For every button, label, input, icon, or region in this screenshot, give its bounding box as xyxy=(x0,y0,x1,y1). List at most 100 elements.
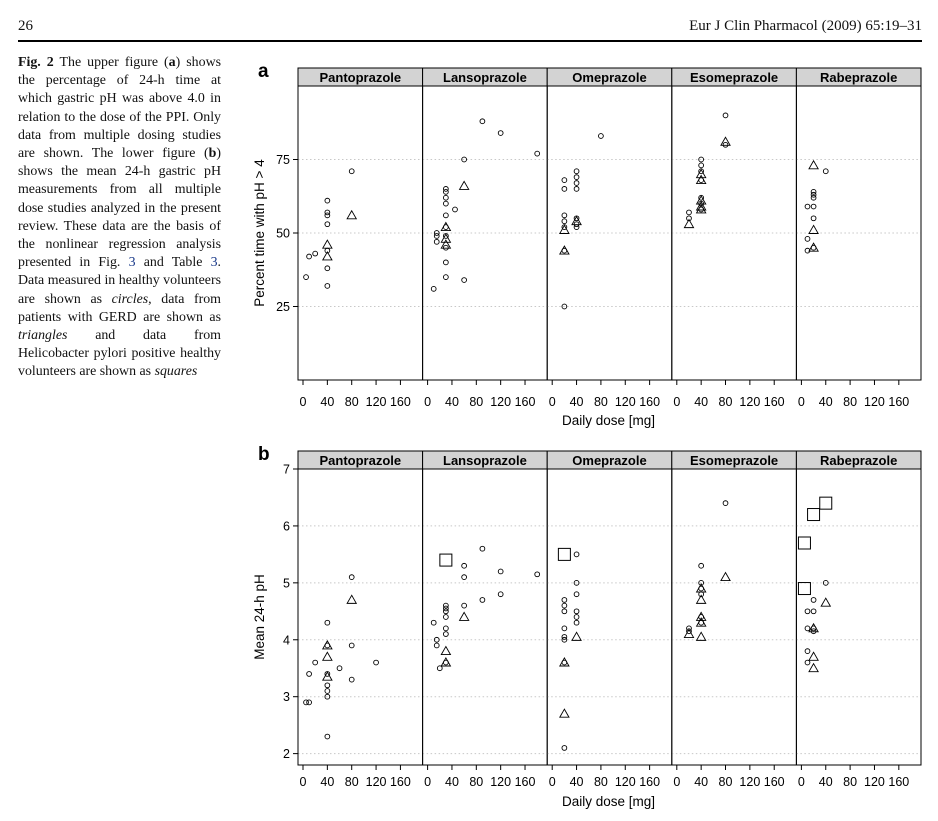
facet-frame xyxy=(795,85,922,381)
triangle-marker xyxy=(559,657,570,667)
circle-marker xyxy=(348,676,355,683)
caption-text-3: ) shows the mean 24-h gastric pH measure… xyxy=(18,146,221,271)
x-tick-label: 120 xyxy=(864,395,885,409)
circle-marker xyxy=(561,597,568,603)
x-tick-label: 160 xyxy=(888,775,909,789)
triangle-marker xyxy=(346,209,358,220)
circle-marker xyxy=(497,568,504,575)
triangle-marker xyxy=(695,201,707,211)
circle-marker xyxy=(324,221,331,228)
triangle-marker xyxy=(571,631,582,641)
circle-marker xyxy=(433,230,440,236)
figure-caption: Fig. 2 The upper figure (a) shows the pe… xyxy=(18,54,221,382)
triangle-marker xyxy=(808,159,819,170)
circle-marker xyxy=(443,194,449,201)
facet-frame xyxy=(297,468,424,766)
x-tick-label: 120 xyxy=(739,775,760,789)
caption-table-link[interactable]: 3 xyxy=(210,255,218,271)
facet-esomeprazole: Esomeprazole 0 40 80 120 160 xyxy=(671,67,797,409)
circle-marker xyxy=(561,602,568,609)
circle-marker xyxy=(573,221,580,228)
circle-marker xyxy=(461,574,467,581)
circle-marker xyxy=(804,648,811,655)
triangle-marker xyxy=(695,203,707,214)
caption-circles: circles xyxy=(111,291,149,307)
circle-marker xyxy=(430,286,437,292)
caption-triangles: triangles xyxy=(18,328,68,344)
triangle-marker xyxy=(695,631,707,641)
circle-marker xyxy=(573,180,580,186)
x-tick-label: 0 xyxy=(549,775,556,789)
circle-marker xyxy=(443,614,449,620)
circle-marker xyxy=(534,150,541,157)
circle-marker xyxy=(573,174,580,180)
circle-marker xyxy=(312,250,319,257)
circle-marker xyxy=(573,224,580,230)
circle-marker xyxy=(804,625,811,632)
circle-marker xyxy=(373,659,379,666)
caption-text-2: ) shows the percentage of 24-h time at w… xyxy=(18,55,222,162)
circle-marker xyxy=(561,608,568,615)
circle-marker xyxy=(336,665,343,672)
circle-marker xyxy=(804,659,811,666)
circle-marker xyxy=(810,188,817,195)
circle-marker xyxy=(722,112,729,119)
circle-marker xyxy=(443,608,449,615)
circle-marker xyxy=(461,602,467,609)
caption-text-6: , data from patients with GERD are shown… xyxy=(18,291,221,325)
triangle-marker xyxy=(695,611,707,621)
facet-strip-label: Esomeprazole xyxy=(690,70,778,85)
circle-marker xyxy=(324,619,331,626)
x-tick-label: 0 xyxy=(673,775,680,789)
facet-rabeprazole: Rabeprazole 0 40 80 120 160 xyxy=(795,450,922,789)
circle-marker xyxy=(561,634,568,640)
triangle-marker xyxy=(440,657,452,667)
caption-figure-link[interactable]: 3 xyxy=(128,255,136,271)
circle-marker xyxy=(324,197,331,204)
circle-marker xyxy=(324,688,331,694)
caption-squares: squares xyxy=(154,364,198,380)
square-marker xyxy=(819,496,833,510)
circle-marker xyxy=(804,247,811,254)
triangle-marker xyxy=(321,639,333,650)
triangle-marker xyxy=(458,180,470,190)
triangle-marker xyxy=(559,708,570,718)
circle-marker xyxy=(534,571,541,578)
circle-marker xyxy=(324,682,331,689)
circle-marker xyxy=(324,283,331,289)
triangle-marker xyxy=(808,662,819,673)
circle-marker xyxy=(443,274,449,280)
triangle-marker xyxy=(808,651,819,661)
facet-pantoprazole: Pantoprazole 0 40 80 120 160 xyxy=(297,450,424,789)
x-tick-label: 40 xyxy=(694,775,708,789)
x-tick-label: 120 xyxy=(366,395,387,409)
circle-marker xyxy=(822,168,829,175)
circle-marker xyxy=(561,186,568,192)
x-tick-label: 0 xyxy=(424,775,431,789)
panel-label-a: a xyxy=(258,61,269,82)
circle-marker xyxy=(573,186,580,192)
facet-strip-label: Lansoprazole xyxy=(443,70,527,85)
triangle-marker xyxy=(559,224,570,234)
circle-marker xyxy=(686,209,692,216)
circle-marker xyxy=(306,671,312,677)
x-tick-label: 120 xyxy=(864,775,885,789)
panel-label-b: b xyxy=(258,444,270,465)
circle-marker xyxy=(698,156,705,163)
circle-marker xyxy=(443,186,449,192)
x-tick-label: 120 xyxy=(739,395,760,409)
x-tick-label: 80 xyxy=(719,775,733,789)
circle-marker xyxy=(443,605,449,612)
circle-marker xyxy=(573,591,580,598)
triangle-marker xyxy=(683,628,695,638)
circle-marker xyxy=(443,188,449,195)
facet-esomeprazole: Esomeprazole 0 40 80 120 160 xyxy=(671,450,797,789)
facet-strip-label: Omeprazole xyxy=(572,453,646,468)
page-number: 26 xyxy=(18,18,33,34)
square-marker xyxy=(439,553,453,567)
x-tick-label: 120 xyxy=(490,395,511,409)
triangle-marker xyxy=(695,594,707,604)
x-tick-label: 120 xyxy=(366,775,387,789)
x-tick-label: 160 xyxy=(390,775,411,789)
